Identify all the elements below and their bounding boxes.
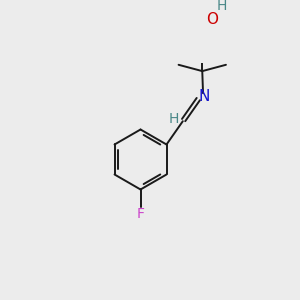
Text: F: F [136, 207, 145, 221]
Text: O: O [206, 12, 218, 27]
Text: H: H [217, 0, 227, 13]
Text: N: N [199, 89, 210, 104]
Text: H: H [168, 112, 178, 126]
